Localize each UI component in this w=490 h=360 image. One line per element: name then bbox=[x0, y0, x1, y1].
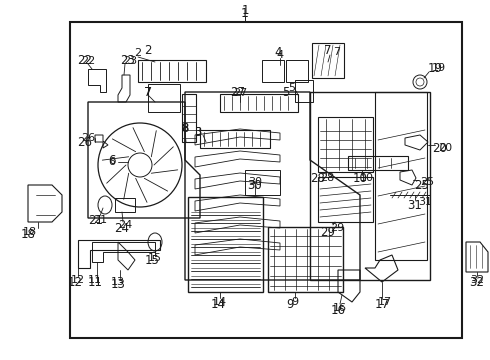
Text: 18: 18 bbox=[21, 229, 35, 242]
Text: 18: 18 bbox=[23, 227, 37, 237]
Text: 26: 26 bbox=[81, 133, 95, 143]
Text: 32: 32 bbox=[470, 275, 484, 285]
Text: 6: 6 bbox=[108, 157, 116, 167]
Text: 7: 7 bbox=[145, 87, 151, 97]
Bar bbox=[268, 227, 343, 292]
Bar bbox=[182, 94, 196, 142]
Text: 10: 10 bbox=[360, 173, 374, 183]
Text: 26: 26 bbox=[77, 135, 93, 149]
Text: 24: 24 bbox=[115, 221, 129, 234]
Text: 19: 19 bbox=[427, 62, 442, 75]
Text: 17: 17 bbox=[378, 297, 392, 307]
Text: 16: 16 bbox=[330, 303, 345, 316]
Text: 13: 13 bbox=[111, 279, 125, 292]
Text: 20: 20 bbox=[438, 143, 452, 153]
Text: 7: 7 bbox=[144, 86, 152, 99]
Text: 1: 1 bbox=[241, 4, 249, 17]
Text: 8: 8 bbox=[181, 123, 189, 133]
Text: 22: 22 bbox=[77, 54, 93, 67]
Text: 9: 9 bbox=[292, 297, 298, 307]
Text: 24: 24 bbox=[118, 220, 132, 230]
Bar bbox=[295, 80, 313, 102]
Text: 27: 27 bbox=[230, 86, 245, 99]
Bar bbox=[188, 197, 263, 292]
Bar bbox=[200, 130, 270, 148]
Text: 4: 4 bbox=[274, 45, 282, 59]
Text: 17: 17 bbox=[374, 298, 390, 311]
Text: 14: 14 bbox=[213, 297, 227, 307]
Text: 31: 31 bbox=[408, 198, 422, 212]
Text: 25: 25 bbox=[415, 179, 429, 192]
Text: 7: 7 bbox=[324, 44, 332, 57]
Text: 30: 30 bbox=[248, 177, 262, 187]
Bar bbox=[318, 177, 373, 222]
Bar bbox=[286, 60, 308, 82]
Text: 28: 28 bbox=[311, 171, 325, 185]
Bar bbox=[245, 170, 280, 195]
Bar bbox=[262, 60, 284, 82]
Text: 3: 3 bbox=[195, 127, 201, 137]
Text: 15: 15 bbox=[145, 253, 159, 266]
Bar bbox=[348, 156, 408, 170]
Text: 6: 6 bbox=[108, 153, 116, 166]
Bar bbox=[138, 60, 206, 82]
Text: 29: 29 bbox=[320, 225, 336, 239]
Bar bbox=[148, 84, 180, 112]
Text: 16: 16 bbox=[333, 303, 347, 313]
Text: 10: 10 bbox=[353, 171, 368, 185]
Text: 22: 22 bbox=[81, 56, 95, 66]
Bar bbox=[115, 198, 135, 212]
Text: 19: 19 bbox=[432, 63, 446, 73]
Text: 7: 7 bbox=[333, 47, 340, 57]
Text: 11: 11 bbox=[88, 275, 102, 285]
Bar bbox=[312, 43, 344, 78]
Text: 11: 11 bbox=[88, 275, 102, 288]
Text: 21: 21 bbox=[89, 213, 103, 226]
Text: 5: 5 bbox=[288, 83, 295, 93]
Text: 15: 15 bbox=[148, 253, 162, 263]
Text: 8: 8 bbox=[181, 122, 189, 135]
Bar bbox=[375, 92, 427, 260]
Text: 5: 5 bbox=[282, 86, 290, 99]
Text: 4: 4 bbox=[276, 50, 284, 60]
Text: 13: 13 bbox=[111, 277, 125, 287]
Text: 1: 1 bbox=[241, 6, 249, 19]
Text: 31: 31 bbox=[418, 197, 432, 207]
Text: 28: 28 bbox=[320, 173, 334, 183]
Bar bbox=[318, 117, 373, 172]
Text: 23: 23 bbox=[121, 54, 135, 67]
Text: 9: 9 bbox=[286, 298, 294, 311]
Text: 3: 3 bbox=[195, 126, 202, 139]
Text: 2: 2 bbox=[144, 44, 152, 57]
Text: 12: 12 bbox=[71, 275, 85, 285]
Text: 32: 32 bbox=[469, 275, 485, 288]
Bar bbox=[220, 94, 298, 112]
Text: 30: 30 bbox=[247, 179, 262, 192]
Text: 12: 12 bbox=[68, 275, 82, 288]
Text: 23: 23 bbox=[123, 56, 137, 66]
Bar bbox=[70, 22, 462, 338]
Text: 29: 29 bbox=[330, 223, 344, 233]
Text: 27: 27 bbox=[233, 88, 247, 98]
Text: 14: 14 bbox=[211, 298, 225, 311]
Text: 25: 25 bbox=[420, 177, 434, 187]
Text: 20: 20 bbox=[433, 141, 447, 154]
Text: 21: 21 bbox=[93, 215, 107, 225]
Text: 2: 2 bbox=[134, 48, 142, 58]
